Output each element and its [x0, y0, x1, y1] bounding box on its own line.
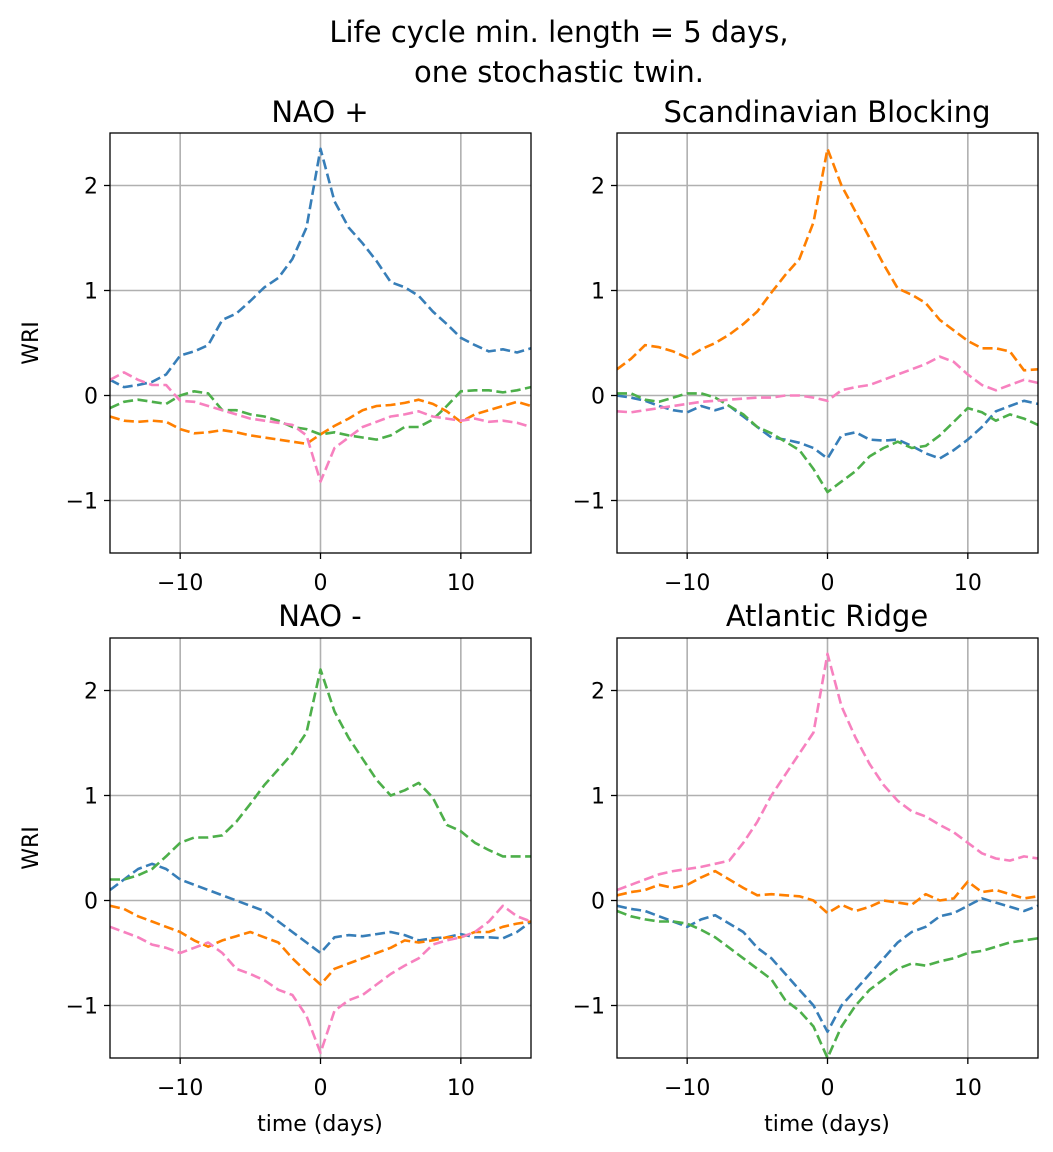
series-line-3 — [617, 392, 1038, 494]
x-tick-label: 10 — [954, 571, 982, 596]
y-tick-label: 2 — [591, 175, 605, 200]
series-line-2 — [617, 869, 1038, 915]
panel-title: NAO - — [278, 599, 362, 633]
x-tick-label: −10 — [664, 1076, 710, 1101]
series-line-1 — [617, 897, 1038, 1034]
x-axis-label: time (days) — [764, 1112, 890, 1137]
figure-suptitle-line-1: Life cycle min. length = 5 days, — [329, 15, 788, 49]
series-line-1 — [617, 394, 1038, 460]
y-tick-label: 0 — [591, 890, 605, 915]
series-line-2 — [110, 904, 531, 986]
y-tick-label: 1 — [84, 785, 98, 810]
y-tick-label: 2 — [84, 680, 98, 705]
series-group — [110, 147, 531, 483]
panel-title: Scandinavian Blocking — [664, 95, 991, 129]
series-group — [110, 668, 531, 1055]
y-axis-label: WRI — [19, 321, 44, 365]
y-tick-label: 2 — [84, 175, 98, 200]
series-line-1 — [110, 147, 531, 389]
x-tick-label: 0 — [821, 571, 835, 596]
x-tick-label: 10 — [954, 1076, 982, 1101]
y-tick-label: 0 — [84, 385, 98, 410]
x-tick-label: 10 — [447, 571, 475, 596]
series-line-4 — [617, 652, 1038, 892]
figure-suptitle-line-2: one stochastic twin. — [414, 55, 704, 89]
y-tick-label: −1 — [573, 995, 605, 1020]
panel-title: NAO + — [271, 95, 368, 129]
series-line-4 — [110, 371, 531, 483]
x-tick-label: 10 — [447, 1076, 475, 1101]
x-axis-label: time (days) — [257, 1112, 383, 1137]
y-tick-label: −1 — [66, 490, 98, 515]
y-tick-label: −1 — [66, 995, 98, 1020]
y-tick-label: 0 — [591, 385, 605, 410]
y-tick-label: −1 — [573, 490, 605, 515]
x-tick-label: 0 — [314, 1076, 328, 1101]
y-tick-label: 2 — [591, 680, 605, 705]
panel-title: Atlantic Ridge — [726, 599, 928, 633]
series-line-3 — [110, 385, 531, 441]
series-line-2 — [617, 147, 1038, 372]
y-tick-label: 1 — [84, 280, 98, 305]
x-tick-label: −10 — [157, 571, 203, 596]
series-line-1 — [110, 862, 531, 955]
x-tick-label: 0 — [314, 571, 328, 596]
y-tick-label: 1 — [591, 280, 605, 305]
x-tick-label: 0 — [821, 1076, 835, 1101]
y-tick-label: 0 — [84, 890, 98, 915]
series-line-4 — [110, 904, 531, 1055]
series-line-3 — [110, 668, 531, 881]
series-group — [617, 652, 1038, 1058]
series-group — [617, 147, 1038, 494]
y-axis-label: WRI — [19, 826, 44, 870]
y-tick-label: 1 — [591, 785, 605, 810]
x-tick-label: −10 — [664, 571, 710, 596]
series-line-4 — [617, 355, 1038, 414]
x-tick-label: −10 — [157, 1076, 203, 1101]
